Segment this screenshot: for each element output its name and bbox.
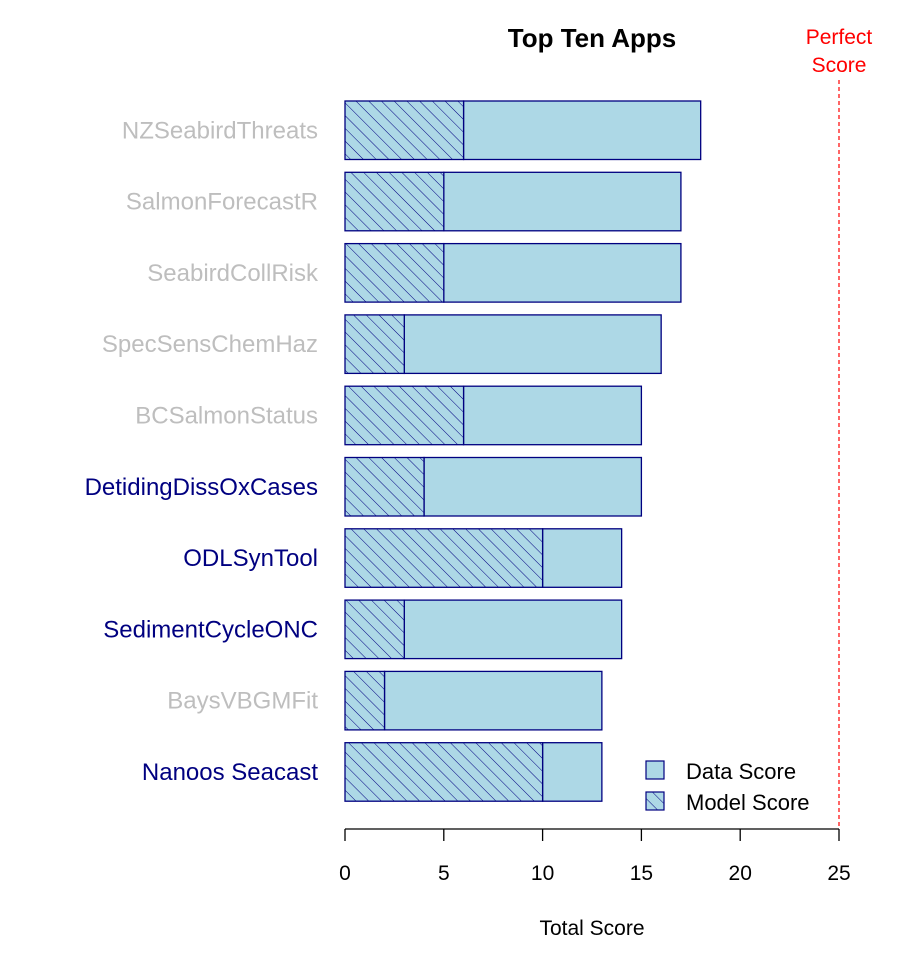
category-label-detidingdissoxcases: DetidingDissOxCases: [85, 474, 318, 501]
data-score-bar-baysvbgmfit: [383, 670, 603, 731]
x-tick-label-25: 25: [827, 862, 850, 885]
data-score-bar-odlsyntool: [541, 528, 623, 588]
data-score-bar-specsenschemhaz: [403, 314, 662, 375]
model-score-bar-salmonforecastr: [344, 171, 445, 232]
category-label-salmonforecastr: SalmonForecastR: [126, 189, 318, 216]
legend-label-model-score: Model Score: [686, 790, 810, 815]
data-score-bar-salmonforecastr: [443, 171, 682, 232]
model-score-bar-bcsalmonstatus: [344, 385, 465, 446]
x-tick-label-20: 20: [729, 862, 752, 885]
data-score-bar-detidingdissoxcases: [423, 456, 643, 517]
data-score-bar-bcsalmonstatus: [462, 385, 643, 446]
category-label-seabirdcollrisk: SeabirdCollRisk: [147, 260, 319, 287]
legend-label-data-score: Data Score: [686, 759, 796, 784]
model-score-bar-nanoos-seacast: [344, 742, 544, 802]
perfect-score-label-line2: Score: [812, 54, 867, 77]
data-score-bar-seabirdcollrisk: [443, 242, 682, 303]
legend: Data Score Model Score: [645, 759, 810, 815]
model-score-bar-sedimentcycleonc: [344, 599, 405, 660]
reference-line-group: Perfect Score: [806, 26, 873, 829]
data-score-bar-sedimentcycleonc: [403, 599, 623, 660]
x-axis: 0 5 10 15 20 25: [339, 828, 851, 885]
category-label-bcsalmonstatus: BCSalmonStatus: [135, 402, 318, 429]
x-tick-label-15: 15: [630, 862, 653, 885]
x-tick-label-0: 0: [339, 862, 351, 885]
model-score-bar-baysvbgmfit: [344, 670, 386, 731]
perfect-score-label-line1: Perfect: [806, 26, 873, 49]
category-label-specsenschemhaz: SpecSensChemHaz: [102, 331, 318, 358]
y-axis-labels: NZSeabirdThreats SalmonForecastR SeabirdCo…: [85, 117, 319, 786]
model-score-bar-seabirdcollrisk: [344, 242, 445, 303]
legend-swatch-model-score: [645, 791, 665, 811]
category-label-baysvbgmfit: BaysVBGMFit: [167, 688, 318, 715]
x-axis-label: Total Score: [539, 917, 644, 940]
category-label-sedimentcycleonc: SedimentCycleONC: [103, 616, 318, 643]
category-label-odlsyntool: ODLSynTool: [183, 545, 318, 572]
model-score-bar-odlsyntool: [344, 528, 544, 588]
model-score-bar-nzseabirdthreats: [344, 100, 465, 161]
bar-group: [344, 100, 702, 802]
category-label-nzseabirdthreats: NZSeabirdThreats: [122, 117, 318, 144]
data-score-bar-nanoos-seacast: [541, 742, 603, 802]
legend-swatch-data-score: [645, 760, 665, 780]
model-score-bar-specsenschemhaz: [344, 314, 405, 375]
category-label-nanoos-seacast: Nanoos Seacast: [142, 759, 318, 786]
data-score-bar-nzseabirdthreats: [462, 100, 702, 161]
x-tick-label-10: 10: [531, 862, 554, 885]
chart-title: Top Ten Apps: [508, 23, 677, 53]
model-score-bar-detidingdissoxcases: [344, 456, 425, 517]
x-tick-label-5: 5: [438, 862, 450, 885]
